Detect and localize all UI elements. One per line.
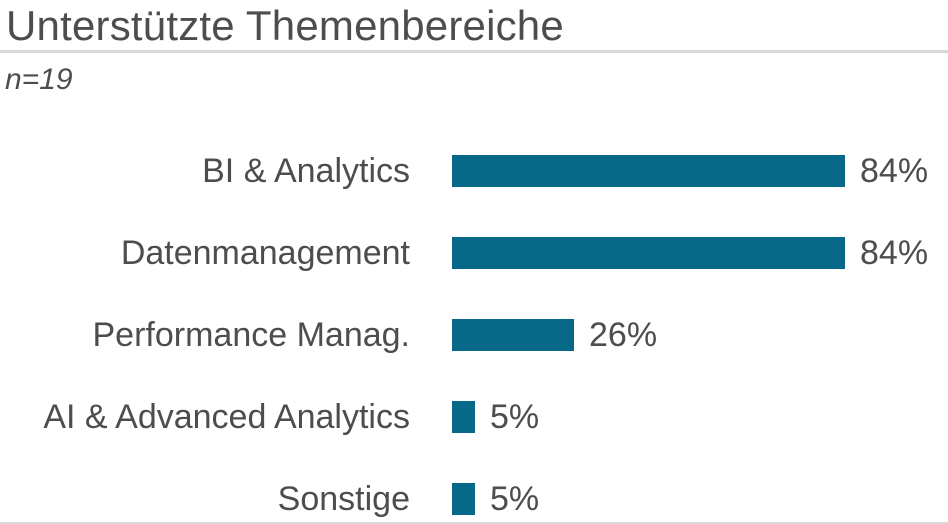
chart-row: AI & Advanced Analytics 5% xyxy=(0,376,948,458)
bar xyxy=(452,155,845,187)
category-label: AI & Advanced Analytics xyxy=(43,397,410,436)
category-label: Datenmanagement xyxy=(120,233,410,272)
category-label: Sonstige xyxy=(277,479,410,518)
chart-row: Datenmanagement 84% xyxy=(0,212,948,294)
bar-chart: BI & Analytics 84% Datenmanagement 84% Perfo… xyxy=(0,130,948,522)
value-label: 5% xyxy=(490,397,540,436)
chart-title: Unterstützte Themenbereiche xyxy=(6,2,564,49)
bar xyxy=(452,401,475,433)
bar xyxy=(452,237,845,269)
chart-row: Sonstige 5% xyxy=(0,458,948,522)
title-divider xyxy=(0,50,948,53)
value-label: 5% xyxy=(490,479,540,518)
value-label: 84% xyxy=(860,233,929,272)
value-label: 84% xyxy=(860,151,929,190)
chart-row: BI & Analytics 84% xyxy=(0,130,948,212)
category-label: Performance Manag. xyxy=(92,315,411,354)
chart-row: Performance Manag. 26% xyxy=(0,294,948,376)
sample-size-note: n=19 xyxy=(5,63,73,96)
category-label: BI & Analytics xyxy=(202,151,410,190)
bar xyxy=(452,319,574,351)
value-label: 26% xyxy=(589,315,658,354)
bar xyxy=(452,483,475,515)
